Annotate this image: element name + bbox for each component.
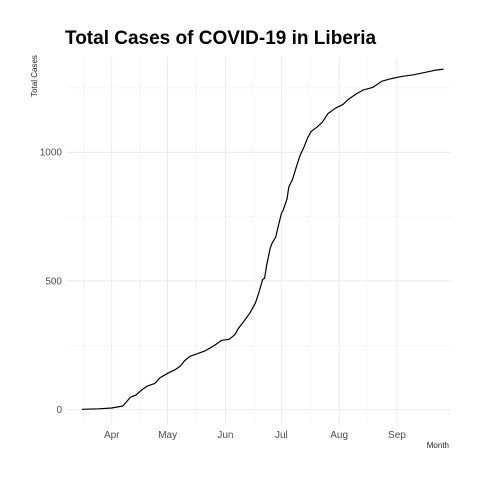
x-axis-tick-labels: Apr May Jun Jul Aug Sep bbox=[104, 430, 406, 441]
y-tick-label: 0 bbox=[56, 405, 62, 416]
x-axis-title: Month bbox=[427, 441, 449, 450]
series-line-0 bbox=[81, 68, 444, 410]
chart-title: Total Cases of COVID-19 in Liberia bbox=[65, 28, 377, 49]
minor-vertical-gridlines bbox=[83, 57, 368, 425]
minor-horizontal-gridlines bbox=[67, 87, 451, 346]
y-axis-title: Total Cases bbox=[30, 55, 39, 97]
y-tick-label: 1000 bbox=[40, 148, 63, 159]
x-tick-label: Jun bbox=[217, 430, 233, 441]
x-tick-label: Apr bbox=[104, 430, 120, 441]
x-tick-label: May bbox=[158, 430, 177, 441]
major-vertical-gridlines bbox=[111, 57, 398, 425]
y-axis-tick-labels: 0 500 1000 bbox=[40, 148, 63, 416]
x-tick-label: Aug bbox=[330, 430, 348, 441]
series-layer bbox=[81, 68, 444, 410]
y-tick-label: 500 bbox=[45, 276, 62, 287]
x-tick-label: Jul bbox=[275, 430, 288, 441]
x-tick-label: Sep bbox=[388, 430, 406, 441]
major-horizontal-gridlines bbox=[67, 151, 451, 410]
